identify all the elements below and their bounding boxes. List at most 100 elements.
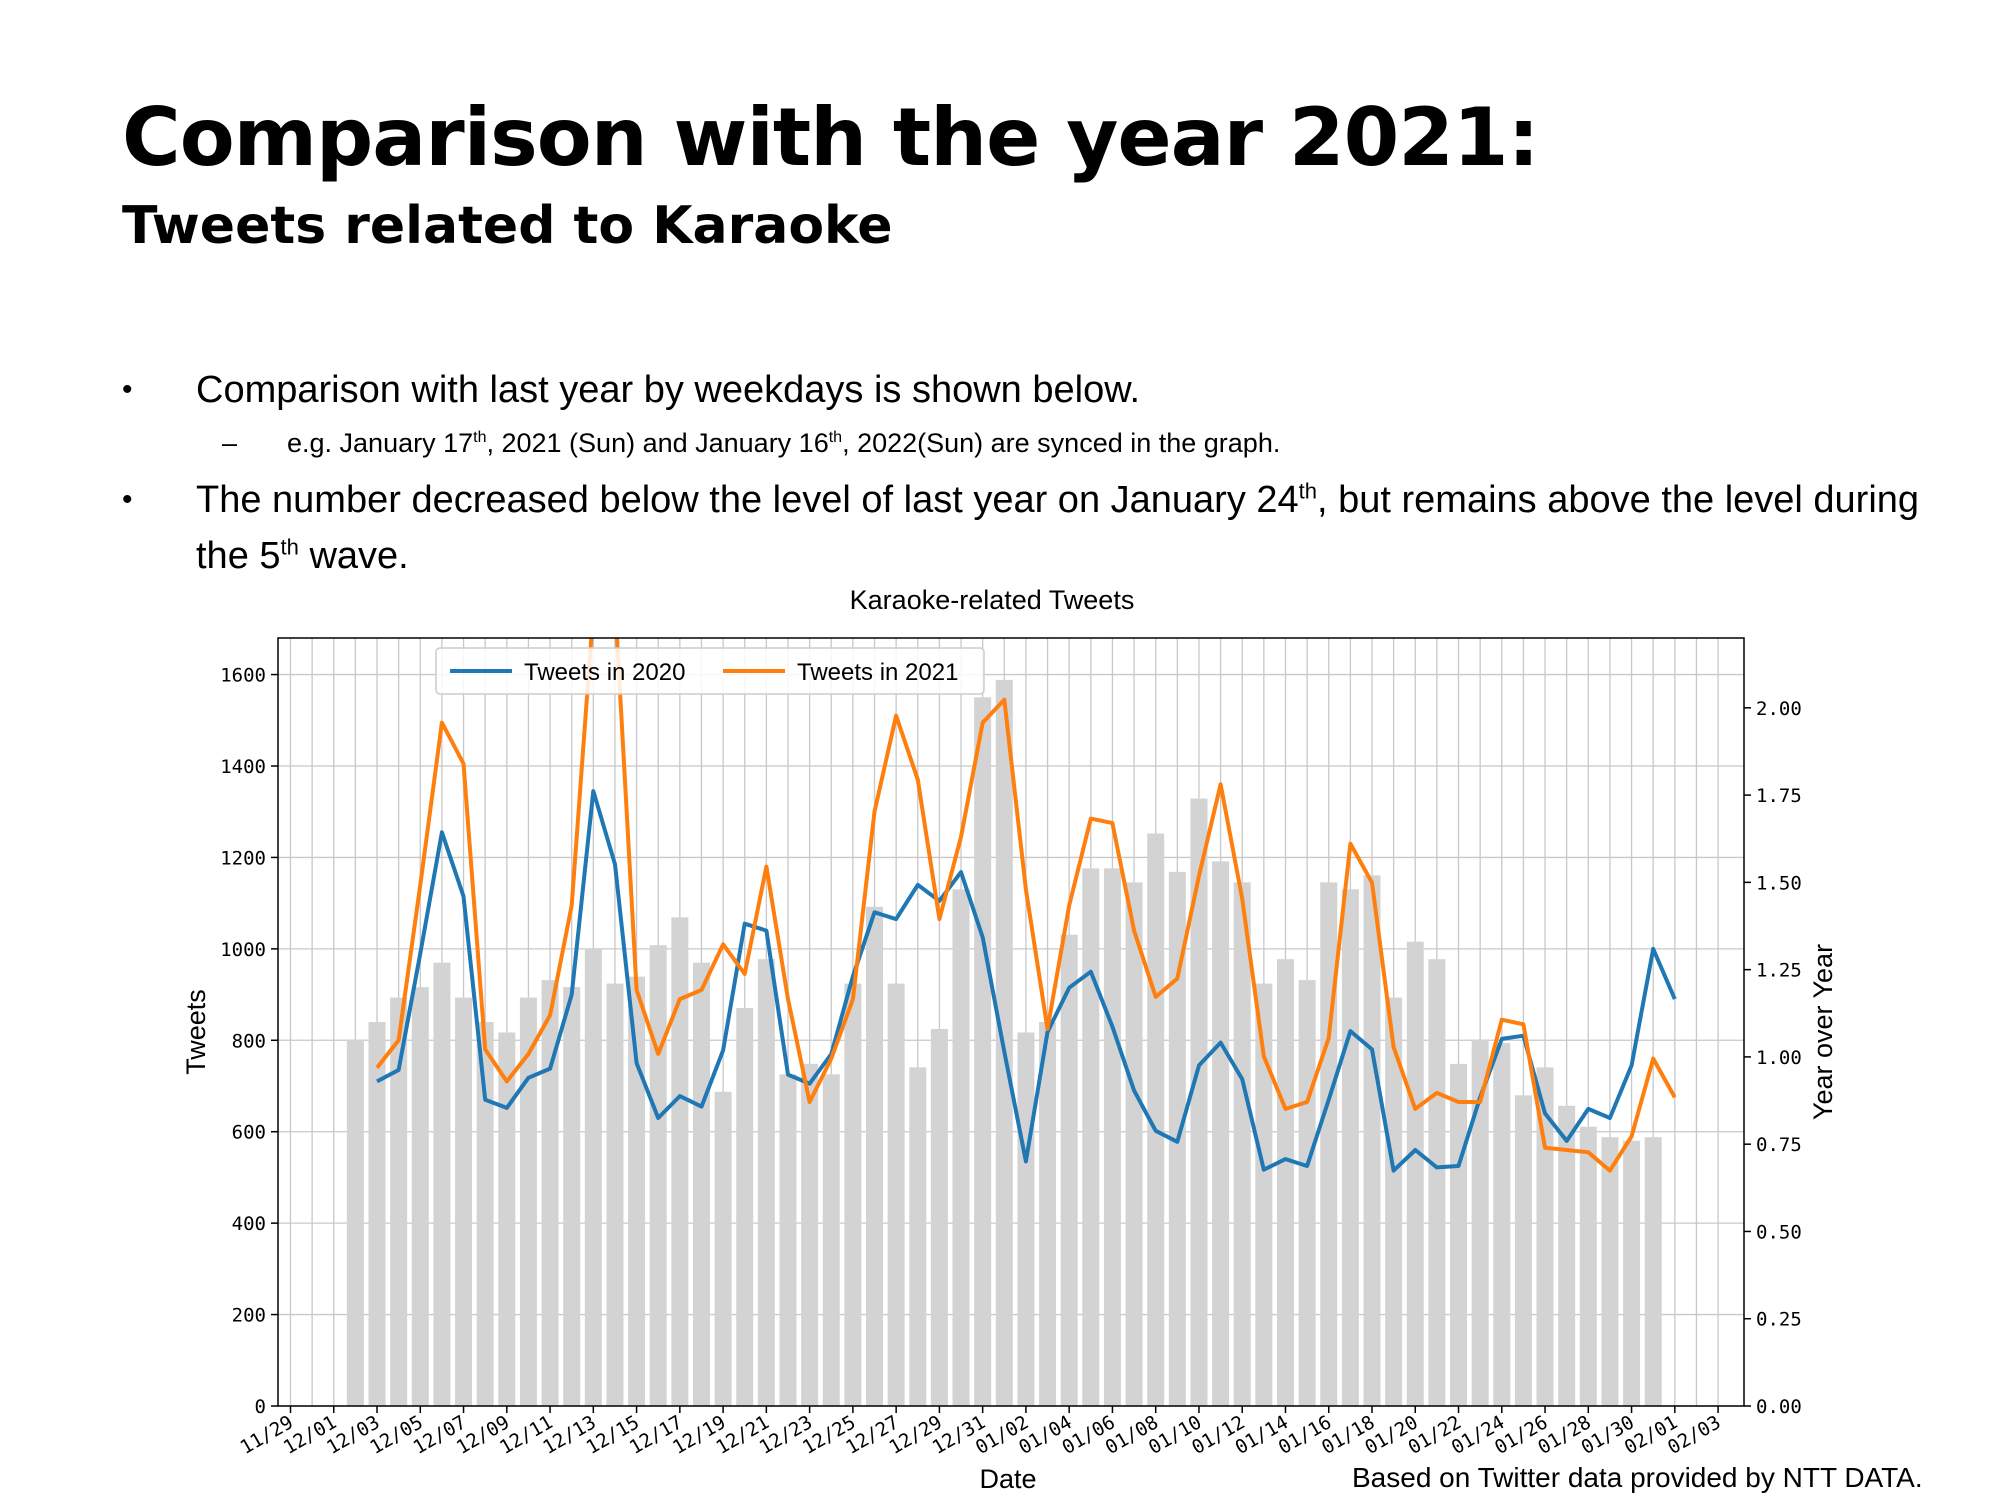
y2-tick-label: 0.75 <box>1756 1134 1802 1156</box>
yoy-bar <box>822 1074 840 1406</box>
yoy-bar <box>649 945 667 1406</box>
y-tick-label: 800 <box>232 1030 266 1052</box>
yoy-bar <box>1363 875 1381 1406</box>
yoy-bar <box>1212 861 1230 1406</box>
yoy-bar <box>930 1028 948 1406</box>
bullet-marker: • <box>122 483 133 516</box>
yoy-bar <box>1579 1126 1597 1406</box>
yoy-bar <box>1190 798 1208 1406</box>
x-axis-label: Date <box>979 1464 1036 1494</box>
yoy-bar <box>1276 959 1294 1406</box>
y-tick-label: 1000 <box>220 939 266 961</box>
y-tick-label: 1200 <box>220 847 266 869</box>
yoy-bar <box>519 997 537 1406</box>
slide-title: Comparison with the year 2021: <box>122 91 1540 184</box>
yoy-bar <box>692 962 710 1406</box>
y-tick-label: 0 <box>255 1396 266 1418</box>
yoy-bar <box>974 697 992 1406</box>
yoy-bar <box>1017 1032 1035 1406</box>
yoy-bar <box>671 917 689 1406</box>
yoy-bar <box>498 1032 516 1406</box>
yoy-bar <box>1558 1105 1576 1406</box>
yoy-bar <box>584 948 602 1406</box>
data-source-credit: Based on Twitter data provided by NTT DA… <box>1352 1462 1923 1493</box>
y-tick-label: 600 <box>232 1122 266 1144</box>
y-tick-label: 1400 <box>220 756 266 778</box>
yoy-bar <box>1125 882 1143 1406</box>
bullet-item: • Comparison with last year by weekdays … <box>122 362 1962 418</box>
bullet-marker: • <box>122 373 133 406</box>
legend-box <box>435 647 985 695</box>
yoy-bar <box>1623 1140 1641 1406</box>
yoy-bar <box>1298 980 1316 1406</box>
y2-tick-label: 1.25 <box>1756 960 1802 982</box>
sub-bullet-marker: – <box>222 428 238 458</box>
yoy-bar <box>1644 1137 1662 1406</box>
yoy-bar <box>455 997 473 1406</box>
yoy-bar <box>714 1091 732 1406</box>
yoy-bar <box>411 987 429 1406</box>
yoy-bar <box>606 983 624 1406</box>
yoy-bar <box>1103 868 1121 1406</box>
yoy-bar <box>887 983 905 1406</box>
y2-axis-label: Year over Year <box>1808 944 1838 1120</box>
yoy-bar <box>757 959 775 1406</box>
yoy-bar <box>909 1067 927 1406</box>
yoy-bar <box>1514 1095 1532 1406</box>
yoy-bar <box>1601 1137 1619 1406</box>
y-axis-label: Tweets <box>181 989 211 1075</box>
yoy-bar <box>1039 1022 1057 1406</box>
yoy-bar <box>1341 889 1359 1406</box>
slide-subtitle: Tweets related to Karaoke <box>122 196 893 256</box>
series-line-2020 <box>376 789 1677 1173</box>
yoy-bar <box>801 1063 819 1406</box>
yoy-bar <box>476 1022 494 1406</box>
bullet-text: Comparison with last year by weekdays is… <box>196 369 1141 411</box>
sub-bullet-item: – e.g. January 17th, 2021 (Sun) and Janu… <box>122 420 1962 466</box>
y2-tick-label: 0.25 <box>1756 1309 1802 1331</box>
yoy-bar <box>1406 941 1424 1406</box>
yoy-bar <box>1320 882 1338 1406</box>
yoy-bar <box>1082 868 1100 1406</box>
yoy-bar <box>866 906 884 1406</box>
y2-tick-label: 1.50 <box>1756 872 1802 894</box>
yoy-bar <box>952 889 970 1406</box>
y2-tick-label: 2.00 <box>1756 698 1802 720</box>
yoy-bar <box>433 962 451 1406</box>
y-tick-label: 200 <box>232 1305 266 1327</box>
yoy-bar <box>390 997 408 1406</box>
yoy-bar <box>346 1039 364 1406</box>
legend-label-2021: Tweets in 2021 <box>797 659 958 686</box>
y2-tick-label: 1.75 <box>1756 785 1802 807</box>
yoy-bar <box>628 976 646 1406</box>
yoy-bar <box>1255 983 1273 1406</box>
yoy-bar <box>1493 1042 1511 1406</box>
bullet-text: The number decreased below the level of … <box>196 478 1920 577</box>
y-tick-label: 1600 <box>220 665 266 687</box>
yoy-bar <box>736 1008 754 1406</box>
series-line-2021 <box>375 638 1677 1173</box>
legend-label-2020: Tweets in 2020 <box>524 659 685 686</box>
y-tick-label: 400 <box>232 1213 266 1235</box>
yoy-bar <box>1385 997 1403 1406</box>
yoy-bar <box>844 983 862 1406</box>
yoy-bar <box>1471 1039 1489 1406</box>
yoy-bar <box>563 987 581 1406</box>
yoy-bar <box>1450 1063 1468 1406</box>
bullet-list: • Comparison with last year by weekdays … <box>122 362 1962 584</box>
yoy-bar <box>541 980 559 1406</box>
yoy-bar <box>1536 1067 1554 1406</box>
y2-tick-label: 0.50 <box>1756 1221 1802 1243</box>
yoy-bar <box>1233 882 1251 1406</box>
yoy-bar <box>779 1074 797 1406</box>
yoy-bar <box>1147 833 1165 1406</box>
yoy-bar <box>1060 934 1078 1406</box>
chart-title: Karaoke-related Tweets <box>850 585 1135 615</box>
y2-tick-label: 1.00 <box>1756 1047 1802 1069</box>
y2-tick-label: 0.00 <box>1756 1396 1802 1418</box>
bullet-item: • The number decreased below the level o… <box>122 472 1962 584</box>
yoy-bar <box>368 1022 386 1406</box>
sub-bullet-text: e.g. January 17th, 2021 (Sun) and Januar… <box>287 428 1281 458</box>
yoy-bar <box>1428 959 1446 1406</box>
